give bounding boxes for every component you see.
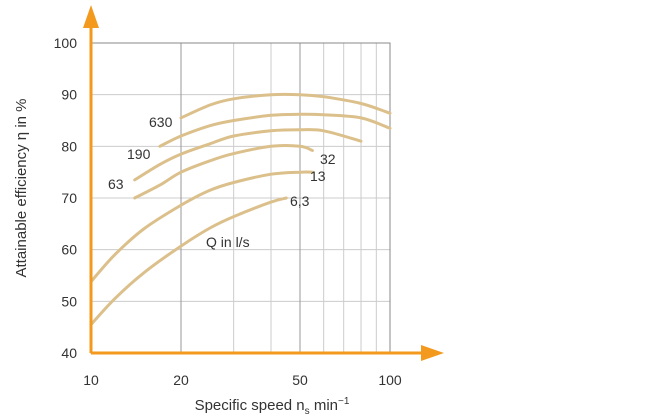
curve-label-32: 32: [320, 151, 336, 167]
y-tick-label: 40: [61, 345, 77, 361]
x-axis-arrow: [421, 345, 444, 361]
curve-6-3: [89, 196, 288, 327]
y-tick-label: 90: [61, 87, 77, 103]
curve-label-63: 63: [108, 176, 124, 192]
x-axis-title-superscript: −1: [338, 396, 350, 407]
y-axis-arrow: [83, 5, 99, 28]
curve-label-6-3: 6,3: [290, 193, 310, 209]
flow-unit-annotation: Q in l/s: [206, 234, 250, 250]
y-tick-label: 60: [61, 242, 77, 258]
curve-label-630: 630: [149, 114, 173, 130]
efficiency-curves: [89, 92, 392, 327]
grid-lines: [91, 43, 390, 353]
curve-label-13: 13: [310, 168, 326, 184]
y-tick-label: 70: [61, 190, 77, 206]
x-axis-title-main: Specific speed n: [195, 397, 305, 414]
curve-32: [133, 144, 314, 200]
y-tick-label: 50: [61, 293, 77, 309]
curve-190: [158, 112, 392, 148]
x-tick-label: 100: [378, 372, 402, 388]
x-axis-title-subscript: s: [305, 406, 310, 416]
x-tick-label: 10: [83, 372, 99, 388]
curve-label-190: 190: [127, 146, 151, 162]
y-tick-labels: 40 50 60 70 80 90 100: [54, 35, 78, 361]
x-tick-label: 50: [292, 372, 308, 388]
y-tick-label: 80: [61, 138, 77, 154]
curve-63: [133, 128, 363, 182]
x-axis-title-unit: min: [310, 397, 338, 414]
curve-630: [179, 92, 392, 120]
x-axis-title: Specific speed ns min−1: [195, 396, 350, 416]
x-tick-label: 20: [173, 372, 189, 388]
y-axis-title: Attainable efficiency η in %: [13, 99, 30, 278]
y-tick-label: 100: [54, 35, 78, 51]
x-tick-labels: 10 20 50 100: [83, 372, 402, 388]
curve-13: [89, 170, 314, 284]
